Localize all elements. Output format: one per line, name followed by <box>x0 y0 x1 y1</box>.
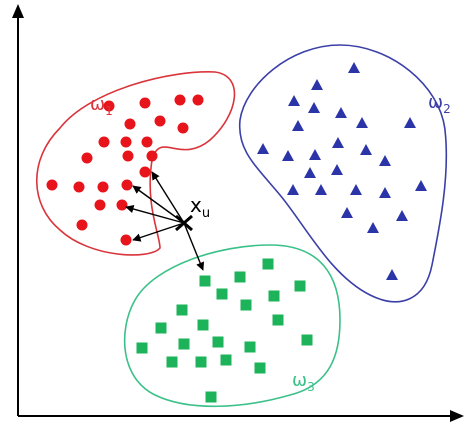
class2-point <box>379 187 391 198</box>
class1-point <box>120 136 132 148</box>
class2-point <box>315 184 327 195</box>
query-point-xu <box>175 214 193 232</box>
class1-point <box>124 118 136 130</box>
class2-point <box>404 117 416 128</box>
class3-point <box>212 336 224 348</box>
class1-point <box>154 115 166 127</box>
class3-point <box>254 362 266 374</box>
label-omega1: ω1 <box>90 94 113 118</box>
class1-point <box>139 166 151 178</box>
class2-point <box>350 184 362 195</box>
cluster-omega2-points <box>257 62 427 280</box>
class2-point <box>396 210 408 221</box>
cluster-omega2-boundary <box>238 44 448 303</box>
class1-point <box>76 219 88 231</box>
cluster-omega3-points <box>136 258 313 403</box>
class3-point <box>136 342 148 354</box>
class1-point <box>120 234 132 246</box>
class1-point <box>121 179 133 191</box>
class1-point <box>97 181 109 193</box>
class2-point <box>356 117 368 128</box>
class3-point <box>244 341 256 353</box>
y-axis-arrowhead <box>12 4 24 18</box>
x-axis-arrowhead <box>450 410 464 422</box>
class1-point <box>139 97 151 109</box>
class2-point <box>287 184 299 195</box>
class1-point <box>141 136 153 148</box>
class3-point <box>268 290 280 302</box>
class2-point <box>292 120 304 131</box>
class2-point <box>282 150 294 161</box>
class1-point <box>73 181 85 193</box>
neighbor-arrow <box>183 222 205 271</box>
class3-point <box>199 275 211 287</box>
class1-point <box>103 100 115 112</box>
class2-point <box>379 155 391 166</box>
class2-point <box>311 79 323 90</box>
class2-point <box>331 164 343 175</box>
class2-point <box>304 167 316 178</box>
class3-point <box>220 354 232 366</box>
class1-point <box>174 94 186 106</box>
neighbor-arrow <box>151 171 185 224</box>
class2-point <box>415 180 427 191</box>
class3-point <box>155 322 167 334</box>
class2-point <box>335 107 347 118</box>
class3-point <box>234 271 246 283</box>
cluster-omega1-points <box>46 94 204 246</box>
cluster-omega3-boundary <box>123 244 341 408</box>
class2-point <box>341 207 353 218</box>
class1-point <box>81 152 93 164</box>
class3-point <box>195 356 207 368</box>
neighbor-arrow <box>125 204 185 224</box>
class3-point <box>216 288 228 300</box>
cluster-omega1-boundary <box>35 71 236 256</box>
class3-point <box>178 338 190 350</box>
nearest-neighbor-arrows <box>125 171 205 271</box>
class2-point <box>332 137 344 148</box>
class2-point <box>257 143 269 154</box>
class2-point <box>309 149 321 160</box>
class2-point <box>360 144 372 155</box>
neighbor-arrow <box>132 222 185 242</box>
axes <box>12 4 464 422</box>
label-omega2: ω2 <box>428 92 451 116</box>
class3-point <box>205 391 217 403</box>
class1-point <box>146 150 158 162</box>
class3-point <box>294 280 306 292</box>
class1-point <box>46 179 58 191</box>
class2-point <box>308 102 320 113</box>
class1-point <box>116 199 128 211</box>
class3-point <box>272 314 284 326</box>
class1-point <box>177 122 189 134</box>
class1-point <box>192 94 204 106</box>
class3-point <box>262 258 274 270</box>
class3-point <box>166 356 178 368</box>
label-omega3: ω3 <box>292 370 315 394</box>
class3-point <box>197 319 209 331</box>
class1-point <box>94 199 106 211</box>
class3-point <box>176 304 188 316</box>
class2-point <box>367 222 379 233</box>
label-xu: xu <box>190 193 210 221</box>
class2-point <box>386 269 398 280</box>
class1-point <box>98 136 110 148</box>
class3-point <box>240 299 252 311</box>
class3-point <box>301 334 313 346</box>
class1-point <box>122 150 134 162</box>
class2-point <box>288 95 300 106</box>
class2-point <box>348 62 360 73</box>
